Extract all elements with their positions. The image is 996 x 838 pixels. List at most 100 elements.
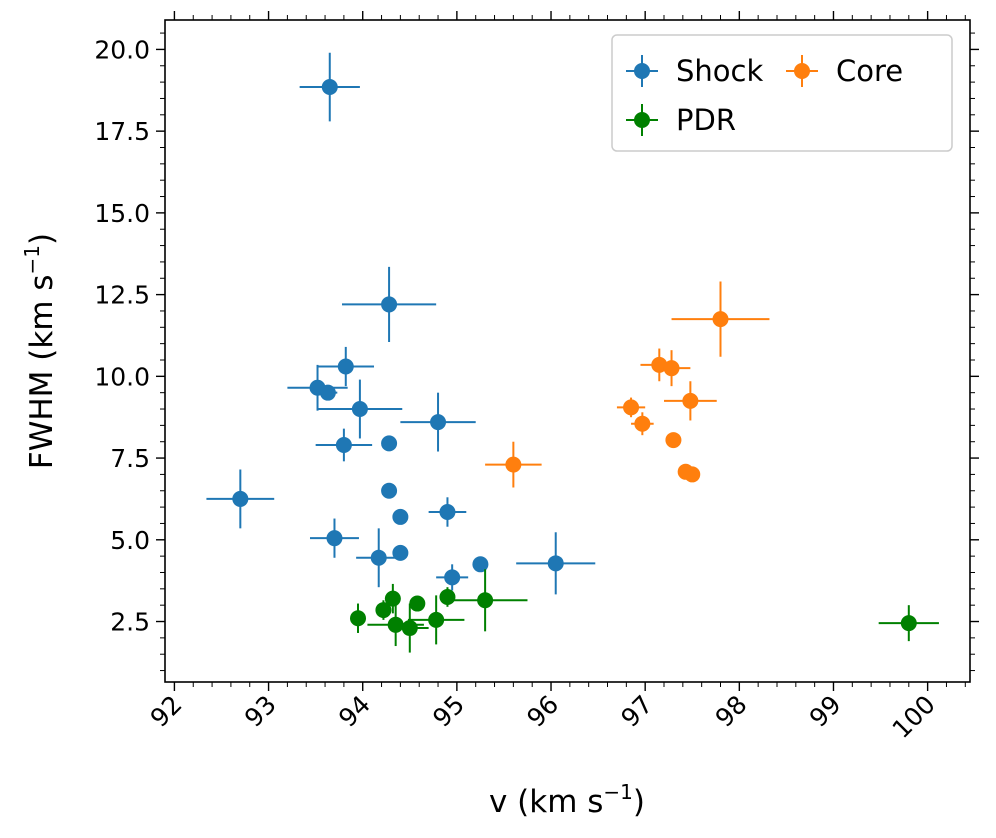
pdr-point	[384, 583, 401, 614]
shock-marker	[319, 384, 336, 401]
shock-point	[206, 469, 275, 529]
pdr-point	[390, 603, 429, 653]
core-point	[616, 397, 646, 418]
y-tick-label: 7.5	[110, 444, 150, 473]
y-axis-title-main: FWHM (km s	[24, 274, 60, 469]
pdr-marker	[384, 590, 401, 607]
core-marker	[663, 360, 680, 377]
core-point	[485, 441, 542, 488]
shock-marker	[381, 482, 398, 499]
legend-item-pdr: PDR	[626, 103, 736, 137]
shock-point	[356, 528, 402, 588]
shock-marker	[547, 555, 564, 572]
core-marker	[682, 392, 699, 409]
shock-point	[317, 346, 375, 387]
pdr-marker	[350, 610, 367, 627]
shock-marker	[335, 436, 352, 453]
core-marker	[634, 415, 651, 432]
pdr-point	[409, 595, 426, 612]
core-point	[652, 350, 691, 387]
pdr-marker	[409, 595, 426, 612]
axes-layer: 92 93 94 95 96 97 98 99 1002.55.07.510.012.515.0…	[94, 11, 979, 744]
legend: Shock Core PDR	[611, 34, 953, 152]
shock-point	[472, 556, 489, 573]
series-pdr	[350, 569, 939, 653]
y-tick-label: 2.5	[110, 608, 150, 637]
y-axis-title-sup: −1	[20, 245, 44, 274]
shock-marker	[381, 435, 398, 452]
shock-marker	[326, 530, 343, 547]
pdr-point	[350, 603, 367, 633]
core-point	[665, 432, 682, 449]
x-axis-title-sup: −1	[603, 780, 632, 804]
legend-core-marker	[794, 63, 810, 79]
pdr-point	[407, 595, 465, 645]
pdr-marker	[439, 589, 456, 606]
legend-shock-label: Shock	[676, 54, 763, 88]
core-marker	[505, 456, 522, 473]
shock-marker	[381, 296, 398, 313]
legend-item-shock: Shock	[626, 54, 763, 88]
shock-point	[428, 497, 467, 527]
x-axis-title-tail: )	[633, 784, 645, 820]
legend-shock-marker	[634, 63, 650, 79]
shock-point	[342, 266, 437, 343]
y-tick-label: 15.0	[94, 199, 150, 228]
pdr-marker	[387, 616, 404, 633]
shock-marker	[351, 401, 368, 418]
shock-point	[381, 482, 398, 499]
core-marker	[684, 466, 701, 483]
legend-core-label: Core	[836, 54, 903, 88]
pdr-marker	[401, 620, 418, 637]
y-tick-label: 10.0	[94, 362, 150, 391]
data-layer	[206, 52, 939, 653]
shock-marker	[232, 490, 249, 507]
core-point	[664, 381, 717, 421]
x-axis-title-main: v (km s	[489, 784, 603, 820]
shock-point	[516, 532, 596, 595]
core-point	[671, 281, 770, 357]
shock-marker	[444, 569, 461, 586]
y-tick-label: 5.0	[110, 526, 150, 555]
shock-point	[400, 392, 476, 452]
shock-marker	[439, 504, 456, 521]
shock-marker	[392, 508, 409, 525]
pdr-marker	[477, 592, 494, 609]
pdr-point	[442, 569, 528, 632]
pdr-marker	[900, 615, 917, 632]
shock-point	[392, 508, 409, 525]
y-tick-label: 17.5	[94, 117, 150, 146]
y-axis-title-tail: )	[24, 233, 60, 245]
y-tick-label: 20.0	[94, 35, 150, 64]
shock-point	[436, 564, 469, 591]
shock-marker	[370, 549, 387, 566]
core-marker	[665, 432, 682, 449]
legend-item-core: Core	[786, 54, 903, 88]
y-tick-label: 12.5	[94, 281, 150, 310]
plot-frame	[164, 19, 971, 683]
pdr-point	[375, 600, 392, 620]
series-shock	[206, 52, 596, 595]
series-core	[485, 281, 770, 488]
pdr-marker	[375, 602, 392, 619]
shock-marker	[321, 79, 338, 96]
shock-point	[381, 435, 398, 452]
core-marker	[623, 399, 640, 416]
shock-point	[315, 428, 373, 462]
legend-pdr-marker	[634, 112, 650, 128]
shock-point	[317, 379, 403, 439]
core-point	[631, 412, 654, 436]
core-marker	[712, 311, 729, 328]
pdr-marker	[428, 611, 445, 628]
legend-pdr-label: PDR	[676, 103, 736, 137]
legend-box	[611, 34, 953, 152]
shock-marker	[472, 556, 489, 573]
shock-point	[318, 384, 338, 401]
shock-marker	[430, 414, 447, 431]
pdr-point	[878, 605, 939, 642]
x-axis-title: v (km s−1)	[489, 780, 645, 820]
shock-point	[309, 518, 359, 558]
shock-marker	[337, 358, 354, 375]
y-axis-title: FWHM (km s−1)	[20, 233, 60, 469]
